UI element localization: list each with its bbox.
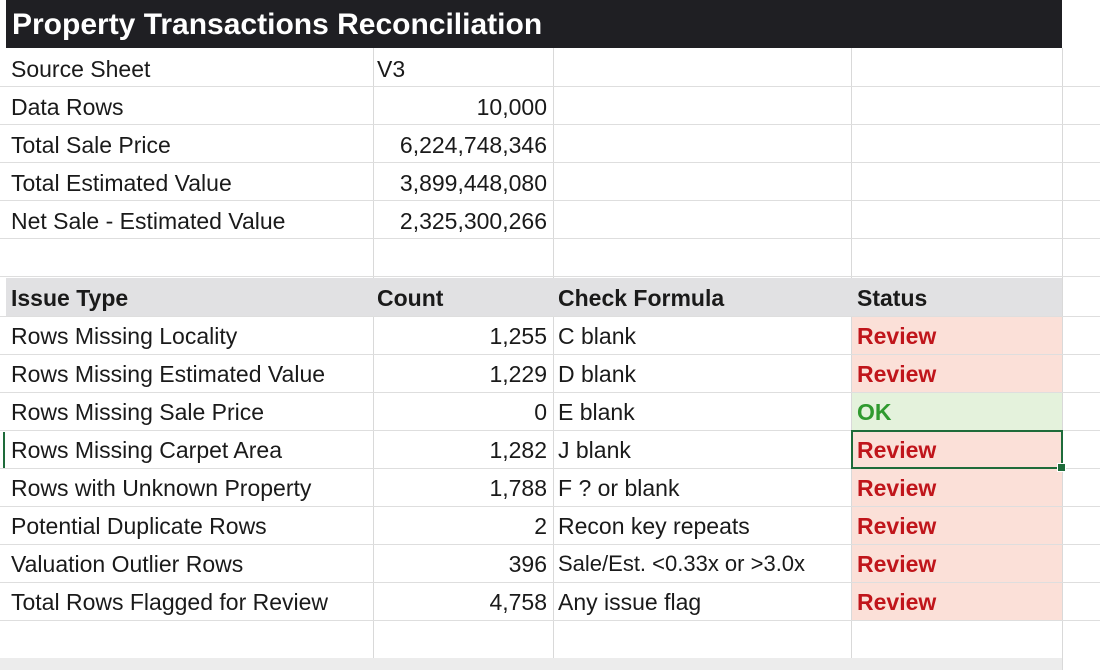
row-divider (0, 506, 1100, 507)
row-divider (0, 276, 1100, 277)
status-fill-review (852, 355, 1062, 392)
issue-type-cell[interactable]: Rows Missing Locality (11, 323, 238, 349)
status-cell[interactable]: Review (857, 475, 937, 501)
row-divider (0, 430, 1100, 431)
check-formula-cell[interactable]: Any issue flag (558, 589, 702, 615)
count-cell[interactable]: 1,282 (489, 437, 547, 463)
table-header-row (6, 278, 1062, 316)
count-cell[interactable]: 1,255 (489, 323, 547, 349)
row-divider (0, 544, 1100, 545)
active-cell-selection[interactable] (851, 430, 1063, 469)
issue-type-cell[interactable]: Rows with Unknown Property (11, 475, 312, 501)
row-divider (0, 238, 1100, 239)
status-fill-review (852, 583, 1062, 620)
count-cell[interactable]: 1,788 (489, 475, 547, 501)
row-divider (0, 354, 1100, 355)
active-row-marker (3, 432, 5, 468)
header-issue-type[interactable]: Issue Type (11, 285, 129, 311)
status-fill-review (852, 317, 1062, 354)
status-cell[interactable]: Review (857, 361, 937, 387)
summary-label-data-rows[interactable]: Data Rows (11, 94, 124, 120)
status-fill-review (852, 507, 1062, 544)
status-cell[interactable]: Review (857, 323, 937, 349)
row-divider (0, 124, 1100, 125)
sheet-title[interactable]: Property Transactions Reconciliation (6, 0, 1062, 48)
summary-value-total-estimated-value[interactable]: 3,899,448,080 (399, 170, 547, 196)
fill-handle[interactable] (1057, 463, 1066, 472)
check-formula-cell[interactable]: Recon key repeats (558, 513, 750, 539)
check-formula-cell[interactable]: E blank (558, 399, 635, 425)
row-divider (0, 392, 1100, 393)
row-divider (0, 620, 1100, 621)
check-formula-cell[interactable]: C blank (558, 323, 636, 349)
summary-value-total-sale-price[interactable]: 6,224,748,346 (399, 132, 547, 158)
check-formula-cell[interactable]: J blank (558, 437, 631, 463)
count-cell[interactable]: 396 (508, 551, 547, 577)
column-divider (851, 48, 852, 670)
summary-value-data-rows[interactable]: 10,000 (476, 94, 547, 120)
status-fill-review (852, 431, 1062, 468)
count-cell[interactable]: 4,758 (489, 589, 547, 615)
check-formula-cell[interactable]: D blank (558, 361, 636, 387)
summary-value-source-sheet[interactable]: V3 (377, 56, 406, 82)
status-fill-review (852, 469, 1062, 506)
status-fill-review (852, 545, 1062, 582)
status-fill-ok (852, 393, 1062, 430)
summary-label-net-sale[interactable]: Net Sale - Estimated Value (11, 208, 286, 234)
issue-type-cell[interactable]: Rows Missing Carpet Area (11, 437, 282, 463)
count-cell[interactable]: 0 (534, 399, 547, 425)
column-divider (373, 48, 374, 670)
header-status[interactable]: Status (857, 285, 928, 311)
count-cell[interactable]: 1,229 (489, 361, 547, 387)
summary-label-total-estimated-value[interactable]: Total Estimated Value (11, 170, 232, 196)
status-cell[interactable]: Review (857, 589, 937, 615)
summary-label-source-sheet[interactable]: Source Sheet (11, 56, 151, 82)
row-divider (0, 200, 1100, 201)
issue-type-cell[interactable]: Rows Missing Estimated Value (11, 361, 326, 387)
check-formula-cell[interactable]: F ? or blank (558, 475, 680, 501)
header-count[interactable]: Count (377, 285, 444, 311)
status-cell[interactable]: OK (857, 399, 892, 425)
check-formula-cell[interactable]: Sale/Est. <0.33x or >3.0x (558, 551, 806, 576)
status-cell[interactable]: Review (857, 437, 937, 463)
header-check-formula[interactable]: Check Formula (558, 285, 725, 311)
issue-type-cell[interactable]: Rows Missing Sale Price (11, 399, 265, 425)
row-divider (0, 316, 1100, 317)
summary-value-net-sale[interactable]: 2,325,300,266 (399, 208, 547, 234)
summary-label-total-sale-price[interactable]: Total Sale Price (11, 132, 171, 158)
issue-type-cell[interactable]: Total Rows Flagged for Review (11, 589, 329, 615)
row-divider (0, 86, 1100, 87)
count-cell[interactable]: 2 (534, 513, 547, 539)
column-divider (1062, 48, 1063, 670)
row-divider (0, 468, 1100, 469)
row-divider (0, 582, 1100, 583)
status-cell[interactable]: Review (857, 513, 937, 539)
column-divider (553, 48, 554, 670)
row-divider (0, 162, 1100, 163)
sheet-bottom-strip (0, 658, 1062, 670)
issue-type-cell[interactable]: Potential Duplicate Rows (11, 513, 267, 539)
issue-type-cell[interactable]: Valuation Outlier Rows (11, 551, 244, 577)
status-cell[interactable]: Review (857, 551, 937, 577)
